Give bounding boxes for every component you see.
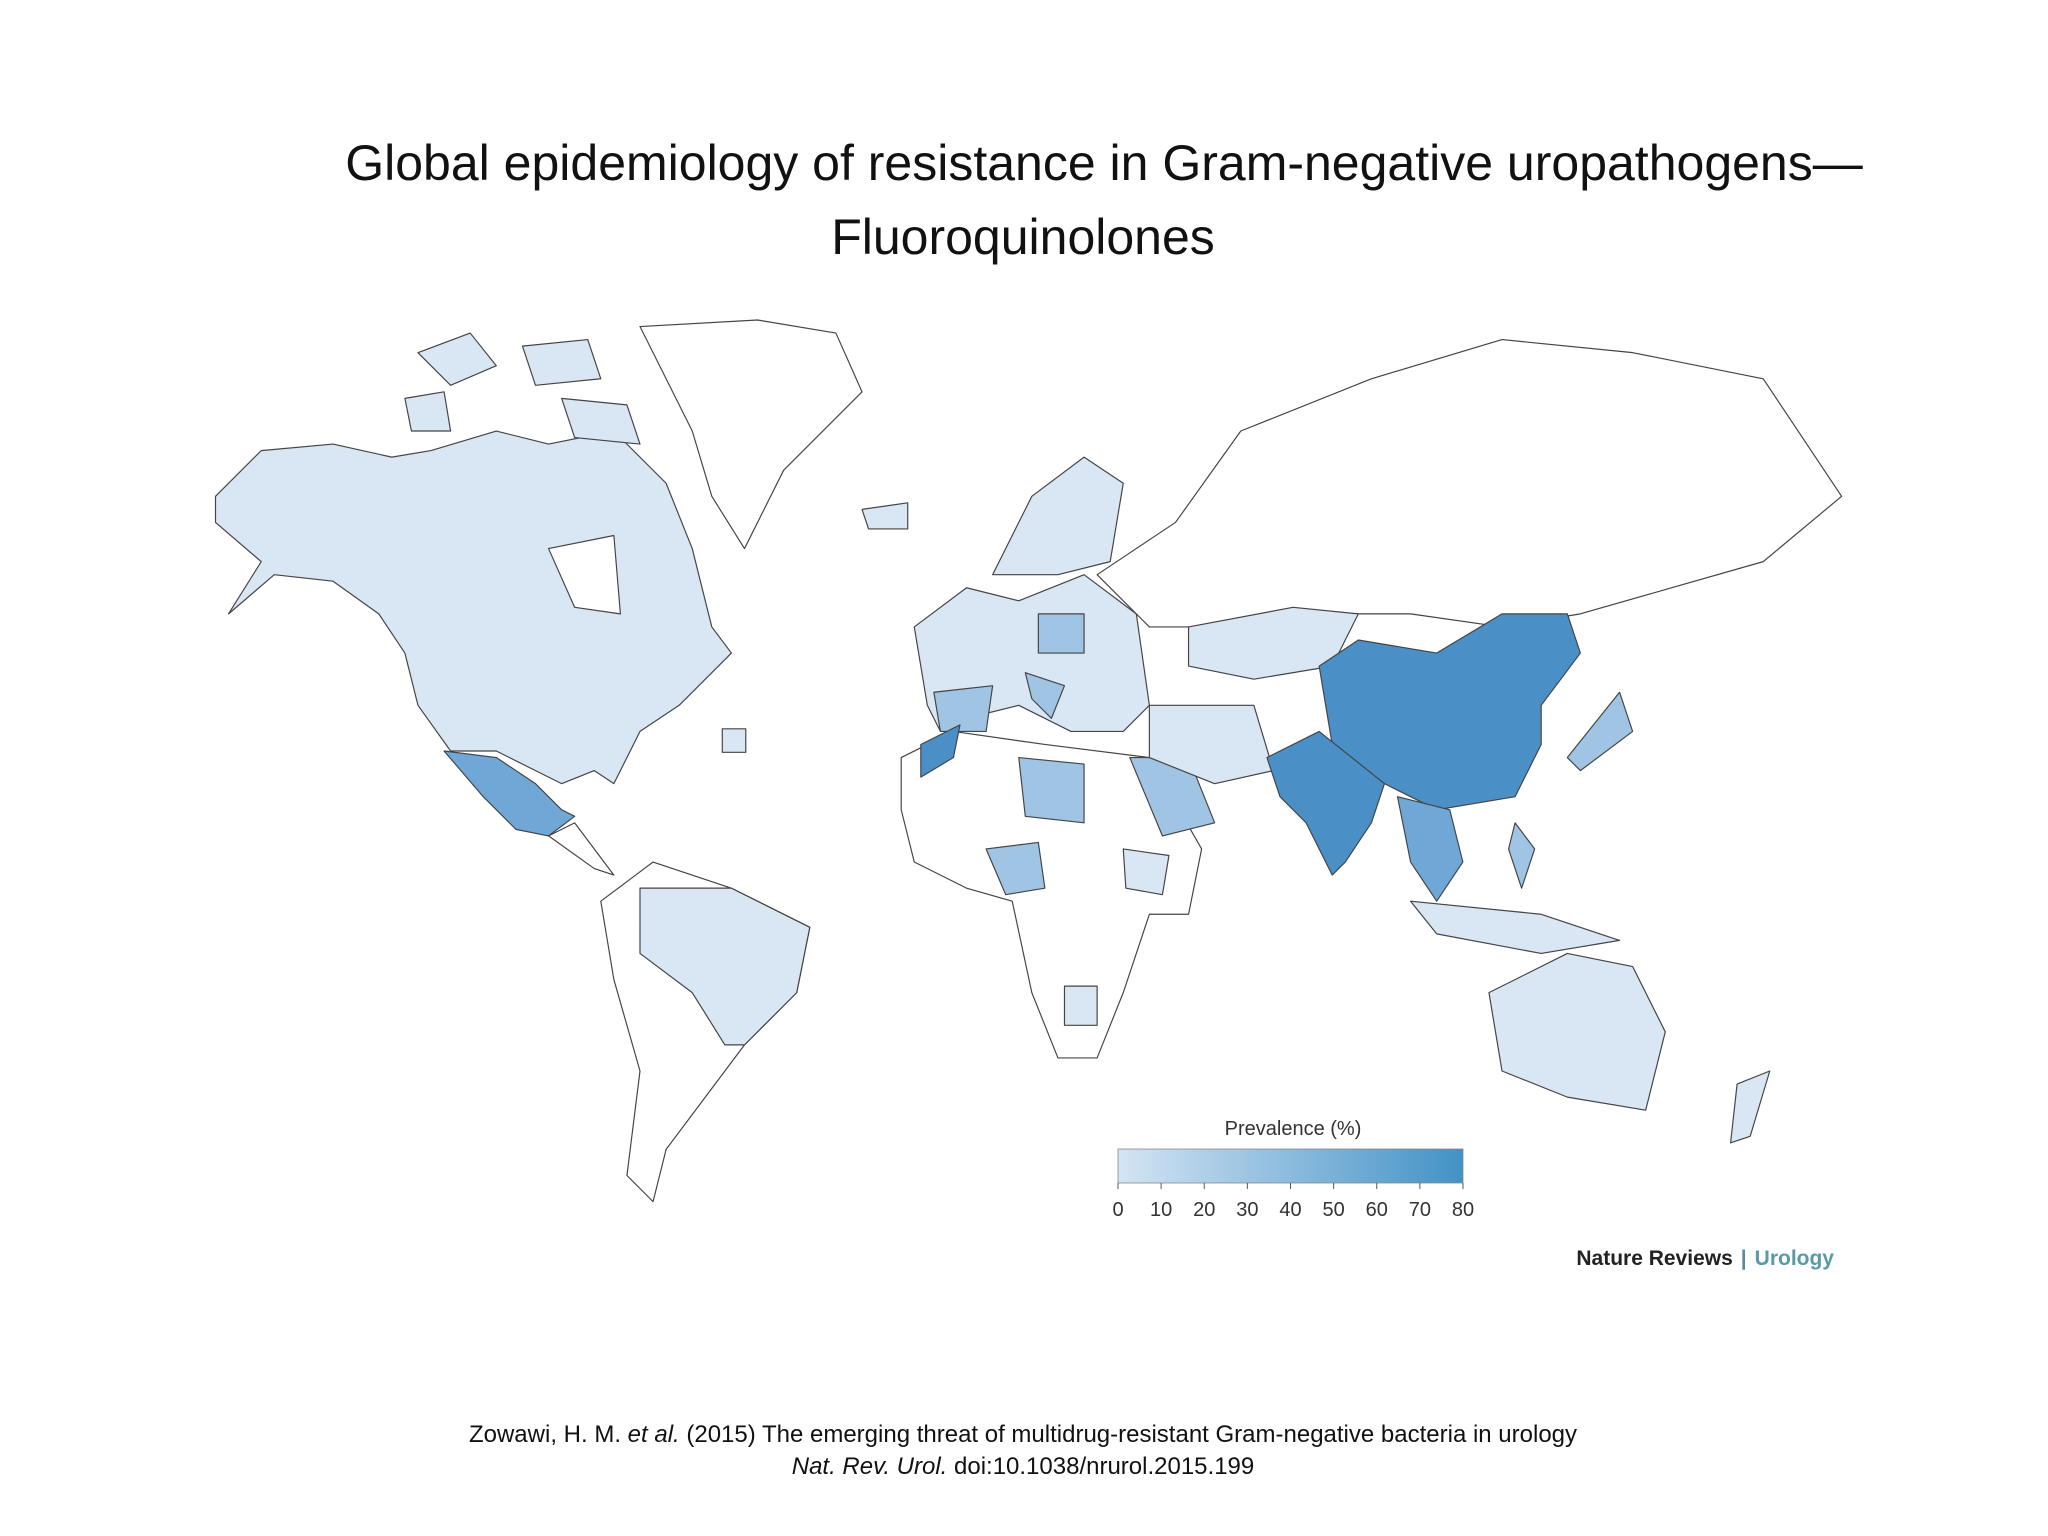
legend-bar (1117, 1148, 1464, 1184)
legend-tick-label: 50 (1323, 1199, 1345, 1221)
citation-journal: Nat. Rev. Urol. (792, 1453, 948, 1480)
legend-tick-label: 70 (1409, 1199, 1431, 1221)
world-map (214, 319, 1843, 1203)
legend-tick-label: 10 (1150, 1199, 1172, 1221)
legend-tick-label: 20 (1193, 1199, 1215, 1221)
citation-authors: Zowawi, H. M. (469, 1421, 628, 1448)
citation-doi: doi:10.1038/nrurol.2015.199 (947, 1453, 1254, 1480)
brand-journal: Nature Reviews (1576, 1247, 1732, 1270)
legend-ticks: 0 10 20 30 40 50 60 70 80 (1112, 1183, 1474, 1221)
brand: Nature Reviews | Urology (1576, 1247, 1834, 1270)
brand-separator: | (1741, 1247, 1747, 1270)
legend-tick-label: 60 (1366, 1199, 1388, 1221)
legend-tick-label: 30 (1236, 1199, 1258, 1221)
legend-tick-label: 0 (1112, 1199, 1123, 1221)
legend-title: Prevalence (%) (1225, 1118, 1362, 1140)
legend-tick-label: 80 (1452, 1199, 1474, 1221)
legend-tick-label: 40 (1279, 1199, 1301, 1221)
citation-line: Nat. Rev. Urol. doi:10.1038/nrurol.2015.… (792, 1453, 1255, 1480)
citation-line: Zowawi, H. M. et al. (2015) The emerging… (469, 1421, 1577, 1448)
brand-section: Urology (1755, 1247, 1835, 1270)
citation-etal: et al. (628, 1421, 680, 1448)
citation-title: (2015) The emerging threat of multidrug-… (680, 1421, 1577, 1448)
title-line: Global epidemiology of resistance in Gra… (345, 135, 1863, 191)
title-line: Fluoroquinolones (831, 209, 1215, 265)
